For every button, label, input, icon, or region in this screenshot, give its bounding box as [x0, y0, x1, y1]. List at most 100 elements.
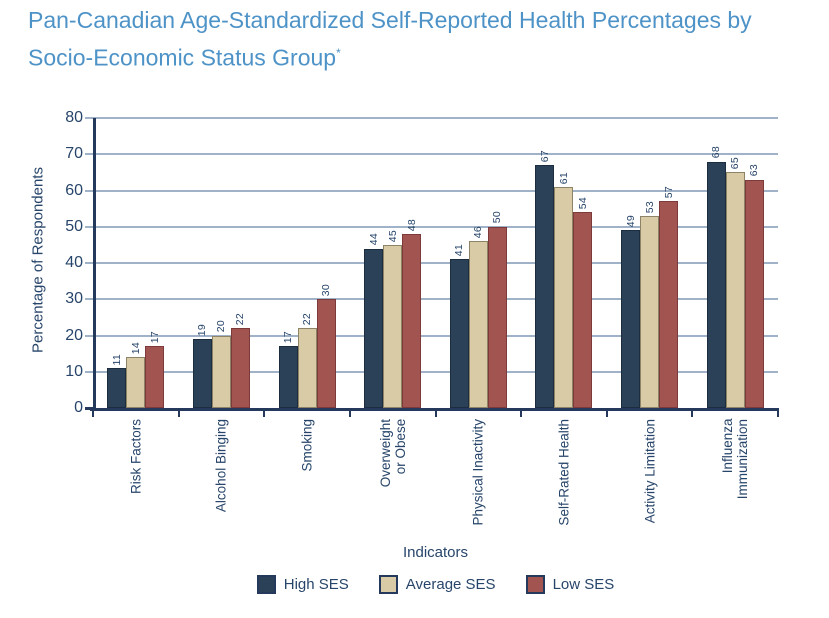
bar-value-label: 45	[386, 229, 399, 242]
legend-item: Low SES	[525, 575, 615, 594]
bar	[621, 230, 641, 408]
legend-swatch	[256, 575, 276, 594]
gridline	[93, 370, 778, 373]
x-tick	[691, 411, 694, 417]
bar-value-label: 53	[643, 200, 656, 213]
legend-label: Low SES	[552, 576, 615, 593]
y-tick-label: 70	[65, 145, 83, 163]
title-line-2: Socio-Economic Status Group	[28, 44, 337, 71]
bar	[107, 368, 127, 408]
category-label: Activity Limitation	[642, 419, 658, 524]
bar-value-label: 49	[624, 215, 637, 228]
legend-label: High SES	[283, 576, 349, 593]
category-label: Influenza Immunization	[720, 419, 751, 500]
bar-value-label: 57	[662, 186, 675, 199]
gridline	[93, 189, 778, 192]
y-tick	[85, 298, 93, 301]
x-tick	[605, 411, 608, 417]
bar-value-label: 17	[282, 331, 295, 344]
bar	[640, 215, 660, 408]
legend-item: Average SES	[378, 575, 496, 594]
bar-value-label: 63	[748, 164, 761, 177]
x-tick	[434, 411, 437, 417]
bar	[402, 234, 422, 408]
bar-value-label: 22	[234, 312, 247, 326]
x-tick	[520, 411, 523, 417]
bar-value-label: 14	[129, 341, 142, 355]
gridline	[93, 225, 778, 228]
gridline	[93, 262, 778, 264]
bar-value-label: 67	[538, 149, 551, 163]
bar	[487, 226, 507, 408]
gridline	[93, 334, 778, 337]
bar	[145, 346, 165, 408]
y-tick-label: 0	[74, 399, 83, 416]
bar	[192, 339, 212, 408]
y-tick-label: 80	[65, 109, 83, 126]
bar-value-label: 20	[215, 320, 228, 333]
gridline	[93, 153, 778, 156]
y-tick-label: 50	[65, 217, 83, 235]
figure-title: Pan-Canadian Age-Standardized Self-Repor…	[28, 4, 808, 75]
bar	[706, 161, 726, 408]
bar	[725, 172, 745, 408]
bar-value-label: 50	[491, 211, 504, 224]
y-tick	[85, 334, 93, 337]
bar-value-label: 17	[148, 331, 161, 344]
x-tick	[177, 411, 180, 417]
y-tick-label: 20	[65, 326, 83, 344]
bar-value-label: 11	[110, 353, 123, 366]
bar-value-label: 46	[472, 225, 485, 239]
legend-swatch	[525, 575, 545, 594]
y-tick	[85, 262, 93, 264]
bar-value-label: 68	[710, 146, 723, 159]
bar-value-label: 22	[301, 312, 314, 326]
y-tick	[85, 407, 93, 410]
y-tick	[85, 370, 93, 373]
footnote-asterisk: *	[336, 46, 341, 60]
bar	[468, 241, 488, 408]
y-tick	[85, 153, 93, 156]
x-tick	[348, 411, 351, 417]
y-tick-label: 10	[65, 362, 83, 380]
bar-value-label: 48	[405, 218, 418, 231]
category-label: Self-Rated Health	[556, 419, 572, 526]
bar	[383, 244, 403, 408]
x-axis-title: Indicators	[402, 544, 469, 561]
y-axis-line	[93, 118, 96, 411]
legend-swatch	[378, 575, 398, 594]
bar	[449, 259, 469, 408]
bar-value-label: 61	[557, 171, 570, 184]
bar	[744, 179, 764, 408]
y-tick-label: 30	[65, 290, 83, 308]
x-tick	[92, 411, 94, 417]
category-label: Physical Inactivity	[470, 419, 486, 526]
legend-label: Average SES	[405, 576, 496, 593]
y-tick	[85, 225, 93, 228]
bar-value-label: 54	[576, 196, 589, 210]
legend-item: High SES	[256, 575, 349, 594]
category-label: Smoking	[299, 419, 315, 472]
x-tick	[263, 411, 266, 417]
y-tick-label: 60	[65, 181, 83, 199]
bar	[364, 248, 384, 408]
bar	[659, 201, 679, 408]
bar	[554, 186, 574, 408]
x-axis-line	[90, 408, 779, 411]
bar-value-label: 65	[729, 157, 742, 170]
legend: High SES Average SES Low SES	[93, 575, 778, 594]
x-tick	[777, 411, 779, 417]
bar	[230, 328, 250, 408]
y-tick	[85, 189, 93, 192]
category-label: Alcohol Binging	[213, 419, 229, 513]
bar	[126, 357, 146, 408]
title-line-1: Pan-Canadian Age-Standardized Self-Repor…	[28, 7, 752, 33]
y-tick	[85, 117, 93, 119]
bar	[573, 212, 593, 408]
gridline	[93, 117, 778, 119]
bar	[316, 299, 336, 408]
y-tick-label: 40	[65, 254, 83, 271]
bar	[535, 165, 555, 408]
